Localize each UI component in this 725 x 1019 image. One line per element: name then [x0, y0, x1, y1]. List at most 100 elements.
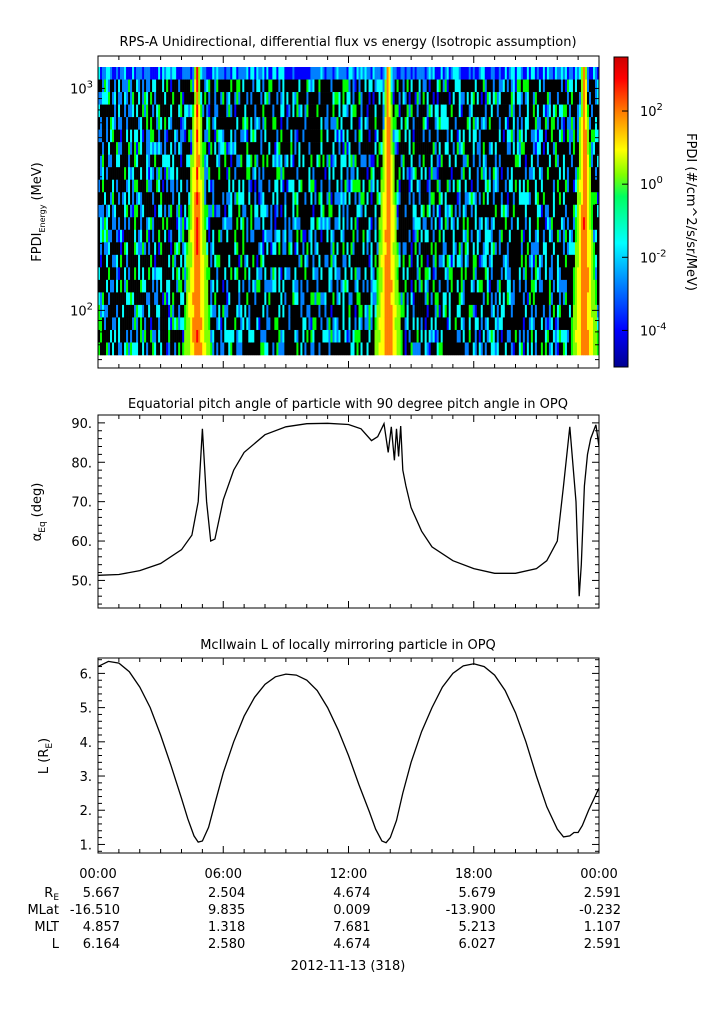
spectrogram-cell [168, 217, 171, 231]
spectrogram-cell [384, 142, 387, 155]
spectrogram-cell [508, 129, 512, 143]
spectrogram-cell [134, 317, 137, 331]
spectrogram-cell [132, 317, 135, 331]
spectrogram-cell [472, 142, 476, 155]
spectrogram-cell [272, 117, 275, 130]
spectrogram-cell [390, 167, 393, 180]
spectrogram-cell [296, 192, 299, 206]
spectrogram-cell [334, 329, 337, 343]
spectrogram-cell [292, 242, 295, 256]
spectrogram-cell [392, 154, 395, 168]
spectrogram-cell [348, 242, 351, 256]
spectrogram-cell [450, 92, 453, 105]
spectrogram-cell [482, 254, 486, 268]
spectrogram-cell [484, 229, 488, 243]
spectrogram-cell [416, 179, 419, 193]
spectrogram-cell [282, 329, 285, 343]
spectrogram-cell [236, 342, 239, 356]
spectrogram-cell [366, 317, 369, 331]
spectrogram-cell [148, 129, 151, 143]
spectrogram-cell [286, 167, 289, 180]
spectrogram-cell [112, 79, 115, 93]
spectrogram-cell [172, 304, 175, 318]
spectrogram-cell [144, 79, 147, 93]
spectrogram-cell [118, 92, 121, 105]
spectrogram-cell [374, 179, 377, 193]
spectrogram-cell [302, 167, 305, 180]
spectrogram-cell [216, 204, 219, 218]
spectrogram-cell [500, 67, 504, 80]
spectrogram-cell [406, 204, 409, 218]
spectrogram-cell [482, 217, 486, 231]
spectrogram-cell [278, 342, 281, 356]
spectrogram-cell [316, 342, 319, 356]
spectrogram-cell [308, 292, 311, 306]
spectrogram-cell [488, 242, 492, 256]
spectrogram-cell [476, 79, 480, 93]
spectrogram-cell [262, 92, 265, 105]
spectrogram-cell [152, 267, 155, 281]
spectrogram-cell [108, 204, 111, 218]
spectrogram-cell [304, 67, 307, 80]
spectrogram-cell [466, 129, 470, 143]
spectrogram-cell [414, 229, 417, 243]
spectrogram-cell [446, 192, 449, 206]
spectrogram-cell [456, 129, 460, 143]
spectrogram-cell [300, 254, 303, 268]
spectrogram-cell [432, 267, 435, 281]
spectrogram-cell [274, 79, 277, 93]
spectrogram-cell [140, 129, 143, 143]
spectrogram-cell [496, 179, 500, 193]
spectrogram-cell [496, 267, 500, 281]
spectrogram-cell [464, 117, 468, 130]
spectrogram-cell [168, 79, 171, 93]
spectrogram-cell [444, 117, 447, 130]
spectrogram-cell [274, 92, 277, 105]
spectrogram-cell [158, 254, 161, 268]
spectrogram-cell [478, 192, 482, 206]
spectrogram-cell [112, 167, 115, 180]
spectrogram-cell [224, 254, 227, 268]
spectrogram-cell [432, 342, 435, 356]
spectrogram-cell [398, 142, 401, 155]
spectrogram-cell [150, 267, 153, 281]
spectrogram-cell [268, 179, 271, 193]
spectrogram-cell [208, 217, 211, 231]
spectrogram-cell [380, 104, 383, 118]
spectrogram-cell [304, 329, 307, 343]
spectrogram-cell [446, 279, 449, 293]
spectrogram-cell [130, 192, 133, 206]
spectrogram-cell [226, 242, 229, 256]
spectrogram-cell [364, 279, 367, 293]
spectrogram-cell [204, 179, 207, 193]
spectrogram-cell [236, 204, 239, 218]
spectrogram-cell [470, 292, 474, 306]
spectrogram-cell [234, 117, 237, 130]
spectrogram-cell [142, 167, 145, 180]
spectrogram-cell [268, 142, 271, 155]
spectrogram-cell [258, 154, 261, 168]
spectrogram-cell [240, 129, 243, 143]
spectrogram-cell [396, 92, 399, 105]
spectrogram-cell [156, 142, 159, 155]
spectrogram-cell [400, 254, 403, 268]
spectrogram-cell [410, 342, 413, 356]
spectrogram-cell [222, 217, 225, 231]
spectrogram-cell [402, 279, 405, 293]
spectrogram-cell [212, 67, 215, 80]
spectrogram-cell [370, 254, 373, 268]
spectrogram-cell [340, 167, 343, 180]
spectrogram-cell [502, 254, 506, 268]
spectrogram-cell [510, 79, 514, 93]
spectrogram-cell [444, 317, 447, 331]
spectrogram-cell [512, 67, 516, 80]
spectrogram-cell [134, 167, 137, 180]
spectrogram-cell [358, 154, 361, 168]
spectrogram-cell [424, 229, 427, 243]
spectrogram-cell [466, 217, 470, 231]
spectrogram-cell [486, 317, 490, 331]
spectrogram-cell [328, 217, 331, 231]
spectrogram-cell [234, 242, 237, 256]
spectrogram-cell [162, 292, 165, 306]
spectrogram-cell [448, 117, 451, 130]
